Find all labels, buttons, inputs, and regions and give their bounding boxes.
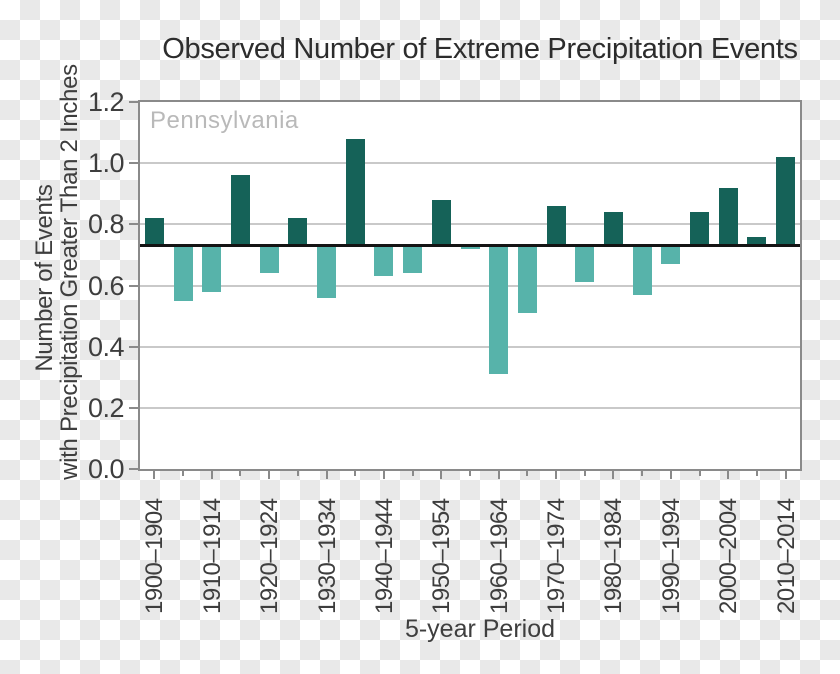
x-tick-mark-2010–2014 — [784, 471, 787, 479]
x-tick-mark-1920–1924 — [268, 471, 271, 479]
x-tick-mark-1980–1984 — [612, 471, 615, 479]
x-tick-mark-1935–1939 — [354, 471, 357, 476]
y-tick-mark-0.6 — [129, 284, 138, 287]
bar-2000–2004 — [718, 187, 738, 246]
x-tick-mark-1975–1979 — [583, 471, 586, 476]
bar-1905–1909 — [173, 245, 193, 301]
x-tick-label-2010–2014: 2010–2014 — [772, 498, 800, 614]
x-tick-label-1970–1974: 1970–1974 — [543, 498, 571, 614]
x-tick-mark-1925–1929 — [296, 471, 299, 476]
x-tick-label-1910–1914: 1910–1914 — [198, 498, 226, 614]
y-axis-title-line-1: Number of Events — [31, 184, 58, 372]
x-tick-label-1940–1944: 1940–1944 — [370, 498, 398, 614]
plot-area: Pennsylvania — [138, 100, 802, 471]
x-tick-mark-2005–2009 — [755, 471, 758, 476]
y-tick-mark-0.4 — [129, 345, 138, 348]
x-tick-mark-1905–1909 — [182, 471, 185, 476]
bar-2010–2014 — [776, 157, 796, 246]
x-tick-mark-1945–1949 — [411, 471, 414, 476]
y-tick-mark-1.0 — [129, 162, 138, 165]
bar-1935–1939 — [345, 138, 365, 246]
bar-1975–1979 — [575, 245, 595, 283]
bar-1915–1919 — [230, 175, 250, 246]
x-tick-label-2000–2004: 2000–2004 — [715, 498, 743, 614]
x-tick-mark-1940–1944 — [382, 471, 385, 479]
bar-2005–2009 — [747, 236, 767, 246]
bar-1980–1984 — [603, 212, 623, 246]
x-tick-label-1920–1924: 1920–1924 — [256, 498, 284, 614]
bar-1900–1904 — [144, 218, 164, 246]
gridline-0.4 — [140, 345, 800, 348]
gridline-1.0 — [140, 162, 800, 165]
bar-1930–1934 — [317, 245, 337, 298]
x-tick-label-1900–1904: 1900–1904 — [141, 498, 169, 614]
y-tick-label-0.2: 0.2 — [87, 392, 125, 423]
x-tick-mark-1970–1974 — [555, 471, 558, 479]
chart-title: Observed Number of Extreme Precipitation… — [162, 33, 798, 65]
y-tick-label-0.6: 0.6 — [87, 270, 125, 301]
x-tick-label-1980–1984: 1980–1984 — [600, 498, 628, 614]
x-tick-label-1990–1994: 1990–1994 — [657, 498, 685, 614]
x-tick-mark-2000–2004 — [727, 471, 730, 479]
bar-1965–1969 — [517, 245, 537, 314]
region-label: Pennsylvania — [150, 107, 299, 134]
bar-1955–1959 — [460, 245, 480, 249]
x-tick-label-1930–1934: 1930–1934 — [313, 498, 341, 614]
gridline-0.8 — [140, 223, 800, 226]
y-tick-label-1.0: 1.0 — [87, 148, 125, 179]
y-tick-mark-1.2 — [129, 101, 138, 103]
y-tick-label-0.0: 0.0 — [87, 454, 125, 484]
y-tick-mark-0.2 — [129, 406, 138, 409]
bar-1945–1949 — [403, 245, 423, 274]
x-tick-mark-1915–1919 — [239, 471, 242, 476]
x-tick-mark-1900–1904 — [153, 471, 156, 479]
gridline-0.2 — [140, 406, 800, 409]
y-tick-label-0.8: 0.8 — [87, 209, 125, 240]
x-tick-mark-1950–1954 — [440, 471, 443, 479]
bar-1920–1924 — [259, 245, 279, 274]
bar-1940–1944 — [374, 245, 394, 277]
bar-1925–1929 — [288, 218, 308, 246]
baseline-average-line — [140, 244, 800, 248]
x-tick-mark-1965–1969 — [526, 471, 529, 476]
bar-1970–1974 — [546, 205, 566, 246]
y-tick-mark-0.8 — [129, 223, 138, 226]
x-tick-mark-1990–1994 — [669, 471, 672, 479]
bar-1910–1914 — [202, 245, 222, 292]
x-axis-title: 5-year Period — [404, 615, 556, 643]
bar-1960–1964 — [489, 245, 509, 375]
y-tick-label-0.4: 0.4 — [87, 331, 125, 362]
x-tick-mark-1910–1914 — [210, 471, 213, 479]
bar-1990–1994 — [661, 245, 681, 265]
x-tick-mark-1955–1959 — [469, 471, 471, 476]
bar-1950–1954 — [431, 199, 451, 246]
gridline-0.6 — [140, 284, 800, 287]
y-tick-label-1.2: 1.2 — [87, 87, 125, 117]
bar-1995–1999 — [690, 212, 710, 246]
y-tick-mark-0.0 — [129, 468, 138, 470]
x-tick-mark-1985–1989 — [641, 471, 644, 476]
x-tick-mark-1960–1964 — [497, 471, 500, 479]
x-tick-label-1960–1964: 1960–1964 — [485, 498, 513, 614]
x-tick-label-1950–1954: 1950–1954 — [428, 498, 456, 614]
bar-1985–1989 — [632, 245, 652, 295]
x-tick-mark-1930–1934 — [325, 471, 328, 479]
x-tick-mark-1995–1999 — [698, 471, 701, 476]
